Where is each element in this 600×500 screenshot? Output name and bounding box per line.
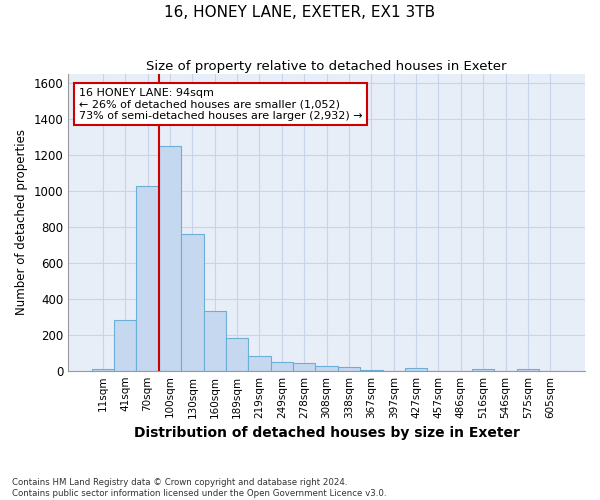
Bar bbox=[316, 366, 338, 370]
Bar bbox=[92, 369, 114, 370]
Bar bbox=[203, 312, 226, 370]
Bar bbox=[248, 356, 271, 370]
Bar bbox=[517, 369, 539, 370]
Bar bbox=[271, 362, 293, 370]
Bar bbox=[405, 368, 427, 370]
Text: Contains HM Land Registry data © Crown copyright and database right 2024.
Contai: Contains HM Land Registry data © Crown c… bbox=[12, 478, 386, 498]
Bar bbox=[226, 338, 248, 370]
Title: Size of property relative to detached houses in Exeter: Size of property relative to detached ho… bbox=[146, 60, 507, 73]
Text: 16 HONEY LANE: 94sqm
← 26% of detached houses are smaller (1,052)
73% of semi-de: 16 HONEY LANE: 94sqm ← 26% of detached h… bbox=[79, 88, 362, 120]
Bar bbox=[472, 369, 494, 370]
Bar bbox=[159, 146, 181, 370]
Bar bbox=[338, 367, 360, 370]
Bar bbox=[114, 320, 136, 370]
Text: 16, HONEY LANE, EXETER, EX1 3TB: 16, HONEY LANE, EXETER, EX1 3TB bbox=[164, 5, 436, 20]
Bar bbox=[293, 364, 316, 370]
Bar bbox=[136, 186, 159, 370]
Bar bbox=[181, 234, 203, 370]
X-axis label: Distribution of detached houses by size in Exeter: Distribution of detached houses by size … bbox=[134, 426, 520, 440]
Y-axis label: Number of detached properties: Number of detached properties bbox=[15, 130, 28, 316]
